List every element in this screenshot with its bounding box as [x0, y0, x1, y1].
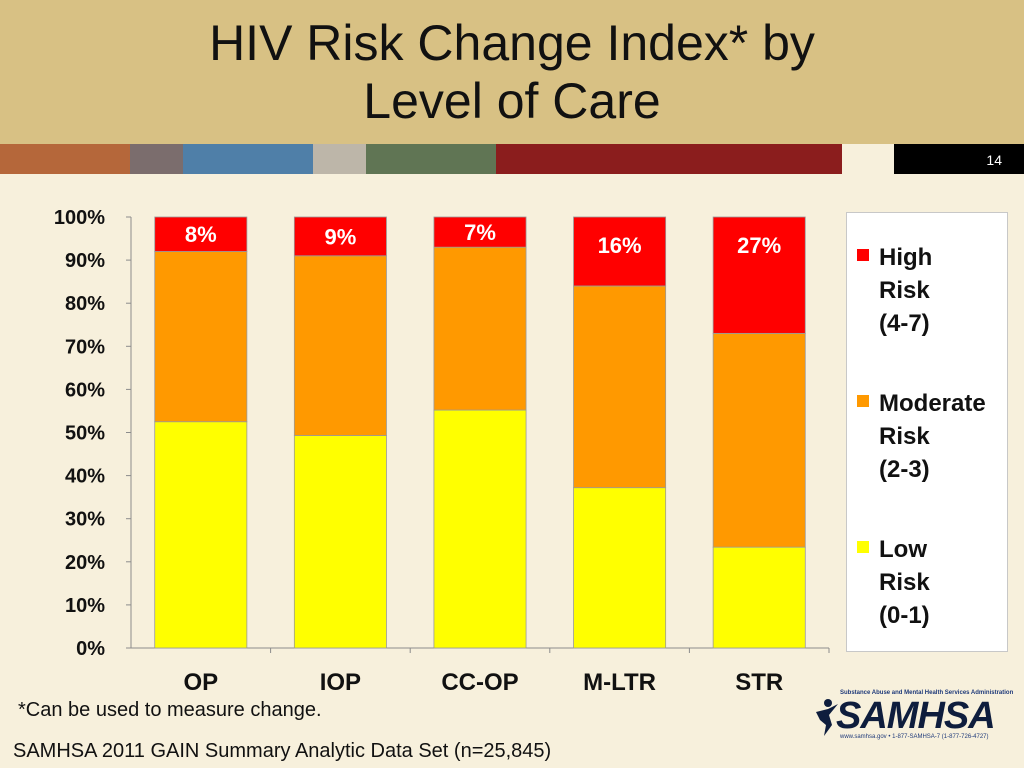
source-citation: SAMHSA 2011 GAIN Summary Analytic Data S…	[13, 740, 552, 762]
stripe-segment	[366, 144, 496, 174]
data-label-high-risk: 9%	[325, 224, 357, 249]
data-label-high-risk: 16%	[598, 233, 642, 258]
stripe-segment	[0, 144, 130, 174]
stripe-segment	[842, 144, 894, 174]
legend-swatch-low-risk	[857, 541, 869, 553]
x-category-label: M-LTR	[583, 669, 656, 696]
bar-segment-moderate-risk	[433, 246, 527, 411]
bar-segment-low-risk	[433, 409, 527, 649]
bar-segment-low-risk	[573, 487, 667, 649]
data-label-high-risk: 8%	[185, 222, 217, 247]
chart-legend: High Risk (4-7) Moderate Risk (2-3) Low …	[846, 212, 1008, 652]
legend-swatch-moderate-risk	[857, 395, 869, 407]
y-tick-label: 0%	[76, 638, 105, 660]
bar-segment-high-risk	[293, 216, 387, 257]
logo-contact: www.samhsa.gov • 1-877-SAMHSA-7 (1-877-7…	[840, 734, 989, 740]
bar-segment-high-risk	[573, 216, 667, 287]
y-tick-label: 70%	[65, 336, 105, 358]
y-tick-label: 60%	[65, 379, 105, 401]
x-category-label: CC-OP	[441, 669, 518, 696]
bar-segment-moderate-risk	[573, 285, 667, 489]
slide-number: 14	[986, 152, 1002, 168]
legend-label-low-risk: Low Risk (0-1)	[879, 536, 930, 629]
stripe-segment	[183, 144, 313, 174]
bar-segment-high-risk	[433, 216, 527, 248]
bar-segment-moderate-risk	[712, 332, 806, 548]
logo-wordmark: SAMHSA	[836, 695, 996, 737]
bar-segment-moderate-risk	[154, 251, 248, 423]
bar-segment-low-risk	[154, 421, 248, 649]
data-label-high-risk: 7%	[464, 220, 496, 245]
footnote: *Can be used to measure change.	[18, 699, 322, 721]
legend-label-high-risk: High Risk (4-7)	[879, 244, 933, 337]
stripe-segment	[130, 144, 183, 174]
stripe-segment	[313, 144, 366, 174]
logo-agency-name: Substance Abuse and Mental Health Servic…	[840, 690, 1014, 696]
title-banner	[0, 0, 1024, 144]
bar-segment-high-risk	[154, 216, 248, 252]
y-tick-label: 20%	[65, 552, 105, 574]
y-tick-label: 90%	[65, 250, 105, 272]
legend-label-moderate-risk: Moderate Risk (2-3)	[879, 390, 986, 483]
bar-segment-high-risk	[712, 216, 806, 334]
legend-swatch-high-risk	[857, 249, 869, 261]
stacked-bar-chart: 0% 10% 20% 30% 40% 50% 60% 70% 80% 90% 100% OP 8% IOP…	[54, 207, 830, 696]
y-tick-label: 80%	[65, 293, 105, 315]
bar-segment-moderate-risk	[293, 255, 387, 436]
x-category-label: OP	[183, 669, 218, 696]
bar-segment-low-risk	[293, 435, 387, 649]
y-tick-label: 50%	[65, 423, 105, 445]
stripe-segment	[894, 144, 1024, 174]
stripe-segment	[496, 144, 842, 174]
samhsa-figure-icon	[816, 699, 838, 736]
x-category-label: IOP	[320, 669, 361, 696]
data-label-high-risk: 27%	[737, 233, 781, 258]
x-category-label: STR	[735, 669, 783, 696]
y-tick-label: 100%	[54, 207, 105, 229]
y-tick-label: 40%	[65, 466, 105, 488]
y-tick-label: 10%	[65, 595, 105, 617]
samhsa-logo: Substance Abuse and Mental Health Servic…	[812, 690, 1013, 746]
bar-segment-low-risk	[712, 546, 806, 649]
slide-title: HIV Risk Change Index* by Level of Care	[209, 15, 815, 129]
y-tick-label: 30%	[65, 509, 105, 531]
